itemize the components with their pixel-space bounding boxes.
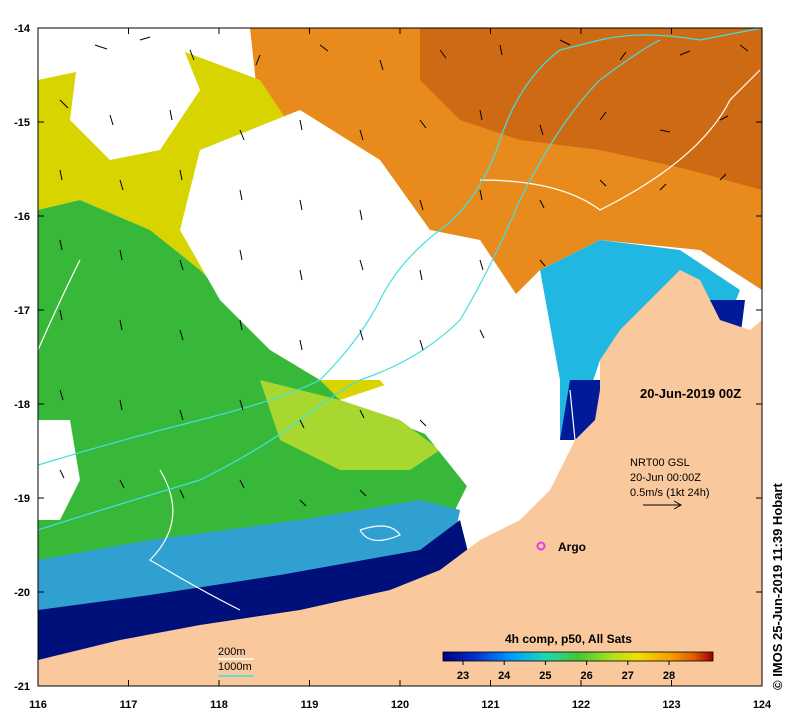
nrt-line-scale: 0.5m/s (1kt 24h)	[630, 487, 710, 499]
credit-text: © IMOS 25-Jun-2019 11:39 Hobart	[770, 483, 785, 690]
land-australia	[38, 270, 762, 686]
colorbar-tick-label: 27	[622, 670, 634, 682]
sst-coastal-cold	[38, 520, 470, 670]
argo-marker[interactable]	[536, 541, 546, 551]
lon-tick-label: 117	[120, 699, 138, 711]
lon-tick-label: 124	[753, 699, 772, 711]
contour-1000m-line	[38, 28, 762, 531]
sst-lightgreen-zone	[260, 380, 440, 470]
lat-tick-label: -17	[14, 305, 30, 317]
colorbar-title: 4h comp, p50, All Sats	[505, 632, 632, 646]
date-stamp: 20-Jun-2019 00Z	[640, 386, 742, 401]
colorbar-tick-label: 28	[663, 670, 675, 682]
lat-tick-label: -21	[14, 681, 30, 693]
nrt-info: NRT00 GSL 20-Jun 00:00Z 0.5m/s (1kt 24h)	[630, 456, 709, 501]
longitude-axis: 116 117 118 119 120 121 122 123 124	[29, 28, 772, 711]
colorbar-tick-label: 23	[457, 670, 469, 682]
sst-coastal-cold-east	[560, 300, 745, 440]
colorbar-tick-label: 25	[539, 670, 551, 682]
cloud-mask-central	[180, 110, 560, 490]
cloud-mask	[70, 40, 200, 160]
lon-tick-label: 119	[301, 699, 319, 711]
lat-tick-label: -18	[14, 399, 30, 411]
lon-tick-label: 118	[210, 699, 228, 711]
lon-tick-label: 122	[572, 699, 590, 711]
lon-tick-label: 121	[481, 699, 499, 711]
lon-tick-label: 120	[391, 699, 409, 711]
contour-200m-line	[38, 69, 761, 611]
colorbar	[442, 651, 714, 662]
argo-label: Argo	[558, 540, 586, 554]
velocity-scale-arrow	[643, 500, 683, 510]
lon-tick-label: 123	[662, 699, 680, 711]
lat-tick-label: -16	[14, 211, 30, 223]
latitude-axis: -14 -15 -16 -17 -18 -19 -20 -21	[14, 23, 762, 693]
lon-tick-label: 116	[29, 699, 47, 711]
lat-tick-label: -14	[14, 23, 31, 35]
colorbar-axis: 23 24 25 26 27 28	[457, 661, 675, 682]
nrt-line-time: 20-Jun 00:00Z	[630, 472, 701, 484]
colorbar-tick-label: 26	[580, 670, 592, 682]
legend-1000m-label: 1000m	[218, 661, 252, 673]
current-vectors	[59, 36, 749, 507]
legend-200m-label: 200m	[218, 646, 246, 658]
sst-hot-zone	[420, 28, 762, 190]
nrt-line-product: NRT00 GSL	[630, 457, 690, 469]
cloud-mask-west	[38, 420, 80, 520]
colorbar-tick-label: 24	[498, 670, 511, 682]
lat-tick-label: -19	[14, 493, 30, 505]
lat-tick-label: -20	[14, 587, 30, 599]
lat-tick-label: -15	[14, 117, 30, 129]
